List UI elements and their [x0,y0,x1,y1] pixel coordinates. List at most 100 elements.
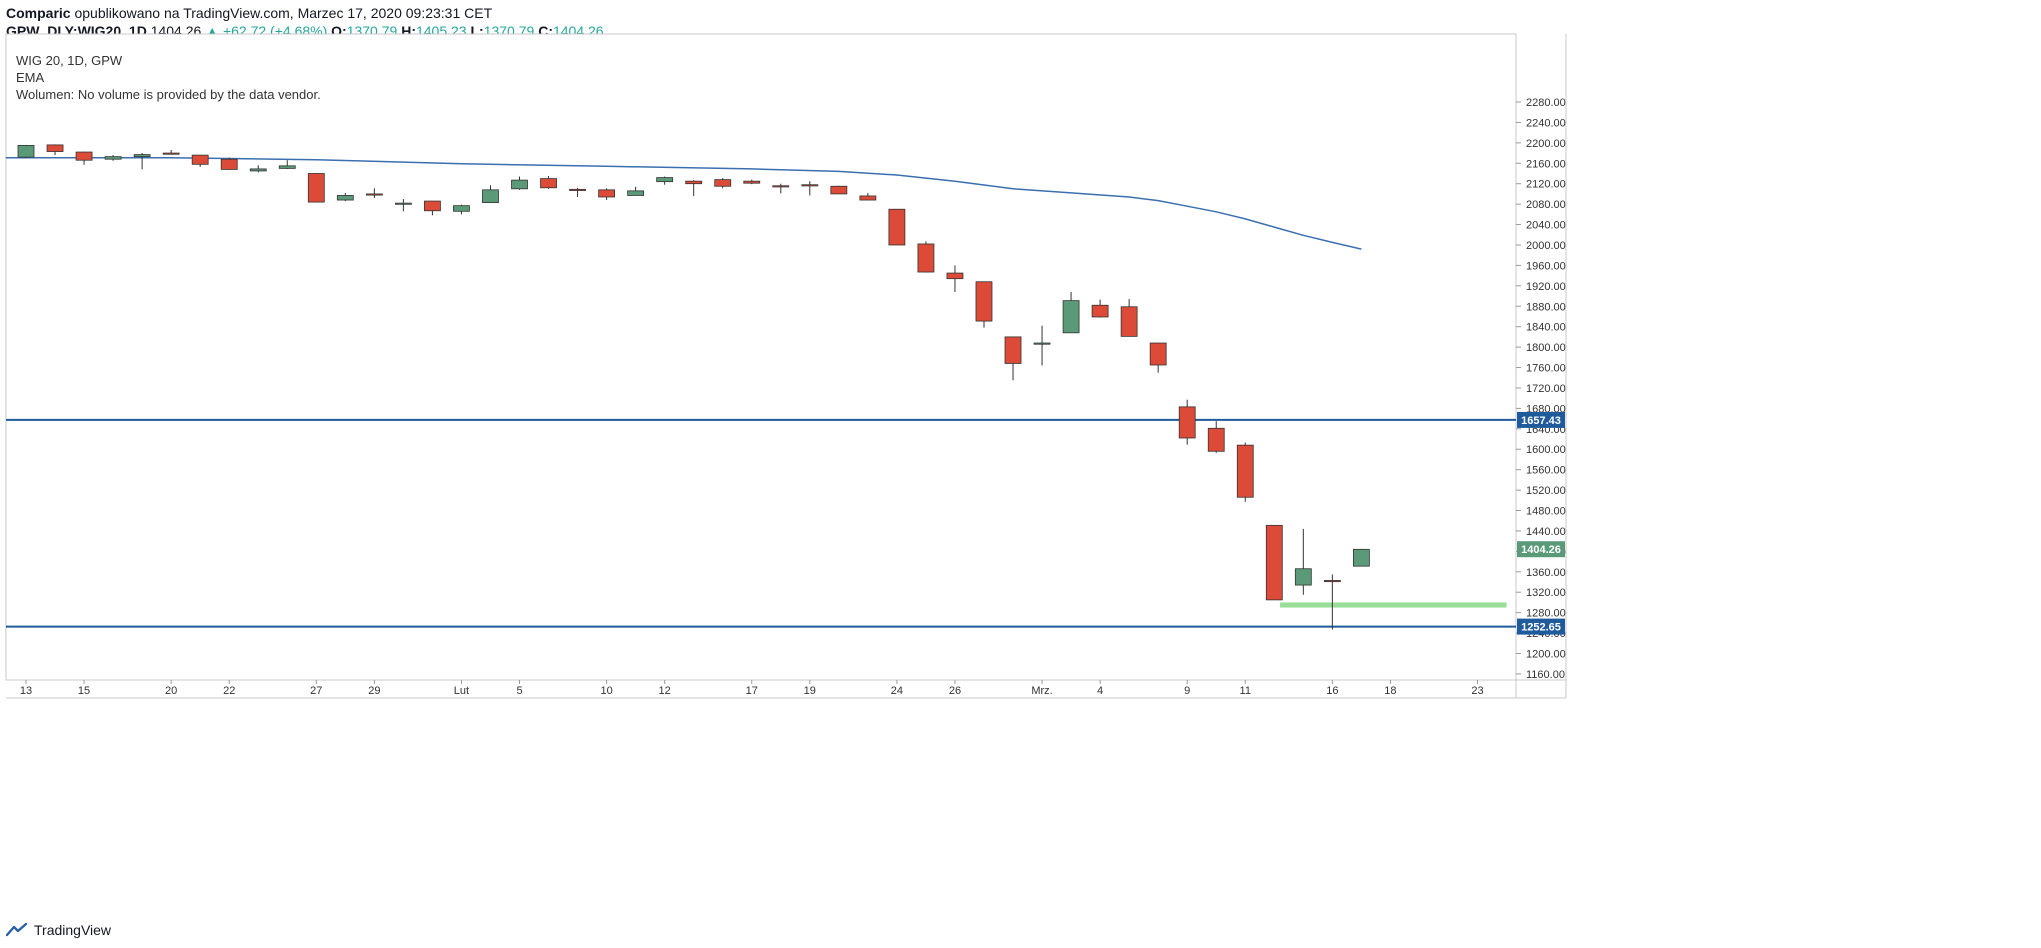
candle-body [424,200,441,212]
time-tick-label: 26 [949,685,961,697]
support-zone [1280,602,1507,608]
time-tick-label: 22 [223,685,235,697]
time-tick-label: 5 [516,685,522,697]
candle-body [46,144,64,152]
candle [627,186,645,196]
candle [1294,528,1312,595]
time-tick-label: 12 [659,685,671,697]
legend-volume[interactable]: Wolumen: No volume is provided by the da… [16,87,321,102]
time-tick-label: 13 [20,685,32,697]
candle-body [917,243,935,273]
candle-body [365,193,383,196]
price-tick-label: 1760.00 [1526,363,1566,375]
candle [1236,442,1254,502]
time-tick-label: 16 [1326,685,1338,697]
candle-body [249,168,267,172]
candle-body [685,180,703,185]
candle [394,199,412,212]
candle-body [1207,427,1225,452]
price-tick-label: 2200.00 [1526,138,1566,150]
candle [656,176,674,185]
price-tick-label: 2120.00 [1526,179,1566,191]
price-tick-label: 1960.00 [1526,260,1566,272]
candle [104,155,122,161]
price-tick-label: 1800.00 [1526,342,1566,354]
candle [278,160,296,169]
candle-body [133,154,151,158]
candle-body [511,179,528,190]
candle [1207,421,1225,453]
candle [540,176,557,189]
time-tick-label: 24 [891,685,903,697]
candle [1091,299,1109,318]
candle [1265,524,1283,601]
candle-body [1294,568,1312,586]
candle-body [946,272,964,280]
footer-brand: TradingView [34,922,112,938]
candle [598,188,615,201]
price-axis[interactable]: 1160.001200.001240.001280.001320.001360.… [1516,97,1566,681]
price-tick-label: 1200.00 [1526,649,1566,661]
price-label-box [1517,411,1565,428]
candle-body [1120,306,1138,337]
candles-layer [17,144,1370,630]
price-tick-label: 2160.00 [1526,158,1566,170]
time-tick-label: 29 [368,685,380,697]
candle-body [1352,548,1370,567]
candle-body [1062,300,1080,334]
price-tick-label: 2240.00 [1526,117,1566,129]
candle-body [540,178,557,189]
time-tick-label: 10 [600,685,612,697]
tradingview-logo-icon [6,923,28,937]
price-tick-label: 2080.00 [1526,199,1566,211]
time-tick-label: 23 [1471,685,1483,697]
candle [975,281,993,328]
candle [220,157,238,170]
candle-body [1004,336,1022,364]
price-tick-label: 1440.00 [1526,526,1566,538]
legend-title[interactable]: WIG 20, 1D, GPW [16,53,123,68]
time-tick-label: 4 [1097,685,1103,697]
time-axis[interactable]: 13 15 20 22 27 29 Lut 5 10 12 17 19 24 26 Mrz. 4 9 11 16 18… [20,680,1484,697]
candle [830,185,848,195]
chart-frame [5,33,1567,699]
chart-legend: WIG 20, 1D, GPW EMA Wolumen: No volume i… [16,52,321,103]
candle [859,192,877,201]
candle [336,192,354,202]
candle-body [888,208,906,246]
candle [133,153,151,170]
price-tick-label: 1720.00 [1526,383,1566,395]
candle [75,151,93,165]
candle [365,188,383,199]
publish-line: Comparic opublikowano na TradingView.com… [6,4,604,22]
price-tick-label: 1560.00 [1526,465,1566,477]
price-tick-label: 2000.00 [1526,240,1566,252]
candle-body [1323,580,1341,583]
time-tick-label: Lut [454,685,469,697]
candle [307,172,325,203]
candle-body [598,189,615,198]
price-tick-label: 1520.00 [1526,485,1566,497]
price-tick-label: 2040.00 [1526,220,1566,232]
time-tick-label: Mrz. [1031,685,1052,697]
time-tick-label: 15 [78,685,90,697]
legend-ema[interactable]: EMA [16,70,45,85]
candle [1062,291,1080,334]
price-tick-label: 1920.00 [1526,281,1566,293]
candle [946,265,964,292]
candle [685,180,703,196]
candle-body [75,151,93,161]
publisher-name[interactable]: Comparic [6,5,71,21]
candle-body [1236,444,1254,498]
candle [249,165,267,173]
time-tick-label: 20 [165,685,177,697]
publish-info: opublikowano na TradingView.com, Marzec … [74,5,493,21]
price-tick-label: 1480.00 [1526,506,1566,518]
candle [569,187,586,197]
price-label-box [1517,618,1565,635]
tradingview-footer[interactable]: TradingView [6,922,111,938]
candle-body [191,154,209,165]
price-label-text: 1657.43 [1521,415,1561,427]
price-labels: 1657.43 1404.26 1252.65 [1517,411,1565,635]
